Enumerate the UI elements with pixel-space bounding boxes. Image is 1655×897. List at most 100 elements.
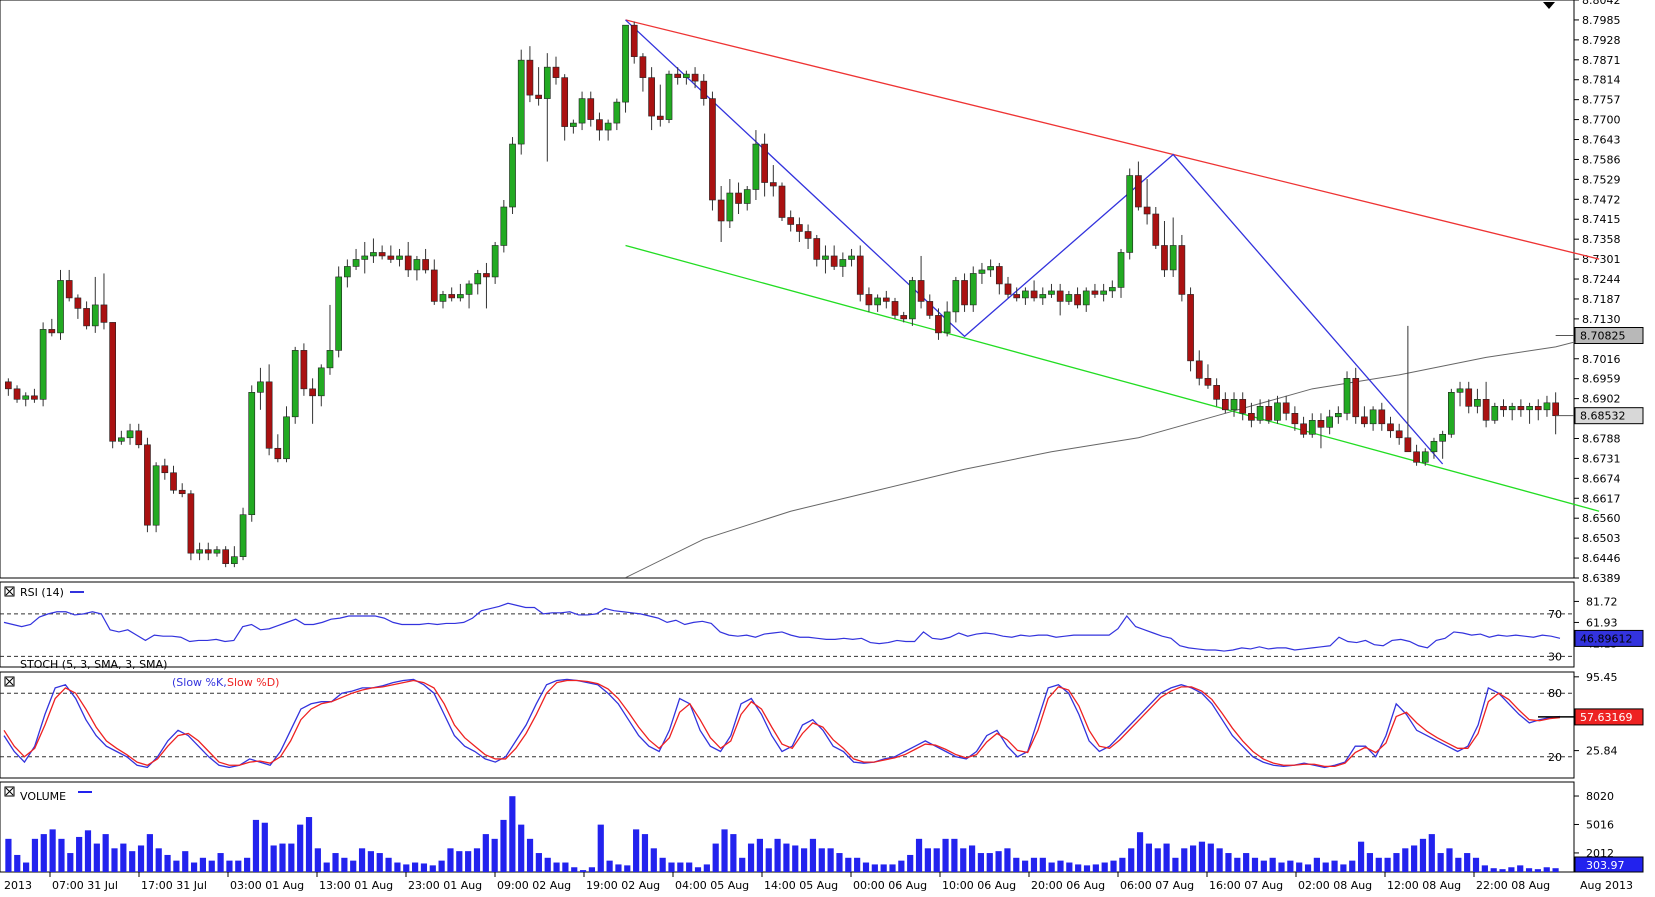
- candle-body: [335, 276, 343, 351]
- volume-bar: [1340, 864, 1347, 872]
- volume-bar: [1190, 845, 1197, 872]
- candle-body: [387, 255, 395, 260]
- volume-bar: [986, 853, 993, 872]
- candle-body: [74, 297, 82, 309]
- volume-bar: [385, 857, 392, 872]
- volume-bar: [84, 830, 92, 872]
- volume-bar: [924, 848, 931, 872]
- volume-bar: [1101, 862, 1108, 872]
- candle-body: [1534, 406, 1542, 411]
- volume-bar: [314, 848, 321, 872]
- stoch-legend-label: (Slow %K,: [172, 676, 227, 689]
- candle-body: [1352, 378, 1360, 418]
- candle-body: [1300, 423, 1307, 435]
- time-axis: 2013 07:00 31 Jul 17:00 31 Jul 03:00 01 Aug…: [4, 872, 1633, 892]
- candle-body: [1500, 406, 1507, 411]
- candle-body: [1413, 451, 1420, 463]
- volume-bar: [23, 862, 30, 872]
- price-tick-label: 8.6389: [1582, 572, 1621, 585]
- candle-body: [856, 255, 864, 295]
- volume-bar: [31, 838, 39, 872]
- volume-bar: [420, 863, 428, 872]
- volume-bar: [235, 860, 242, 872]
- candle-body: [882, 297, 890, 302]
- volume-bar: [1119, 857, 1126, 872]
- volume-bar: [1304, 864, 1312, 872]
- candle-body: [309, 388, 316, 397]
- candle-body: [1474, 399, 1481, 407]
- volume-bar: [1375, 857, 1382, 872]
- volume-bar: [1066, 862, 1073, 872]
- candle-body: [570, 122, 577, 127]
- volume-bar: [1075, 864, 1082, 872]
- candle-body: [978, 269, 986, 274]
- candle-body: [1022, 290, 1029, 299]
- price-tick-label: 8.7187: [1582, 293, 1621, 306]
- volume-bar: [146, 834, 153, 872]
- time-tick-label: 03:00 01 Aug: [230, 879, 304, 892]
- price-tick-label: 8.7472: [1582, 193, 1621, 206]
- volume-bar: [1128, 848, 1135, 872]
- volume-bar: [1243, 853, 1250, 872]
- price-tick-label: 8.8042: [1582, 0, 1621, 7]
- candle-body: [361, 255, 369, 260]
- candle-body: [491, 245, 499, 278]
- volume-bar: [1083, 865, 1091, 872]
- volume-bar: [129, 851, 136, 872]
- price-highlight-box: [1574, 327, 1644, 345]
- volume-bar: [880, 864, 887, 872]
- volume-bar: [288, 843, 295, 872]
- candle-body: [300, 350, 308, 390]
- stoch-legend-label: Slow %D): [227, 676, 279, 689]
- volume-bar: [1331, 860, 1338, 872]
- candle-body: [787, 217, 795, 225]
- stoch-line-slowk: [3, 678, 1561, 769]
- candle-body: [170, 472, 177, 491]
- volume-bar: [500, 819, 507, 872]
- candle-body: [239, 514, 247, 557]
- volume-bar: [1481, 865, 1488, 872]
- volume-bar: [1393, 853, 1400, 872]
- volume-bar: [1296, 862, 1303, 872]
- time-tick-label: 16:00 07 Aug: [1209, 879, 1283, 892]
- volume-bar: [270, 845, 277, 872]
- volume-bar: [765, 848, 772, 872]
- volume-bar: [677, 862, 684, 872]
- panel-tick-label: 81.72: [1586, 595, 1618, 608]
- volume-bar: [544, 857, 551, 872]
- volume-bar: [1499, 869, 1506, 872]
- candle-body: [917, 280, 925, 302]
- candle-body: [596, 119, 603, 131]
- volume-bar: [597, 824, 604, 872]
- candle-body: [13, 388, 21, 400]
- volume-bar: [1357, 841, 1365, 872]
- time-tick-label: 02:00 08 Aug: [1298, 879, 1372, 892]
- panel-tick-label: 8020: [1586, 790, 1614, 803]
- candle-body: [1091, 290, 1099, 295]
- volume-bar: [465, 851, 472, 872]
- volume-bar: [1092, 864, 1099, 872]
- price-tick-label: 8.7814: [1582, 74, 1621, 87]
- volume-bar: [332, 853, 339, 872]
- candle-body: [839, 259, 847, 267]
- price-tick-label: 8.7985: [1582, 14, 1621, 27]
- time-tick-label: 23:00 01 Aug: [408, 879, 482, 892]
- candle-body: [1343, 378, 1351, 414]
- candle-body: [995, 266, 1003, 285]
- volume-bar: [438, 860, 445, 872]
- candle-body: [1491, 406, 1499, 421]
- candle-body: [222, 549, 230, 564]
- candle-body: [231, 556, 238, 564]
- volume-bar: [960, 848, 967, 872]
- candle-body: [257, 381, 264, 393]
- volume-bar: [518, 824, 525, 872]
- candle-body: [500, 206, 508, 246]
- price-tick-label: 8.7130: [1582, 313, 1621, 326]
- candle-body: [135, 430, 143, 446]
- price-highlight-box: [1574, 407, 1644, 425]
- volume-bar: [615, 864, 622, 872]
- candle-body: [1317, 420, 1325, 428]
- volume-bar: [730, 834, 737, 872]
- volume-bar: [827, 848, 834, 872]
